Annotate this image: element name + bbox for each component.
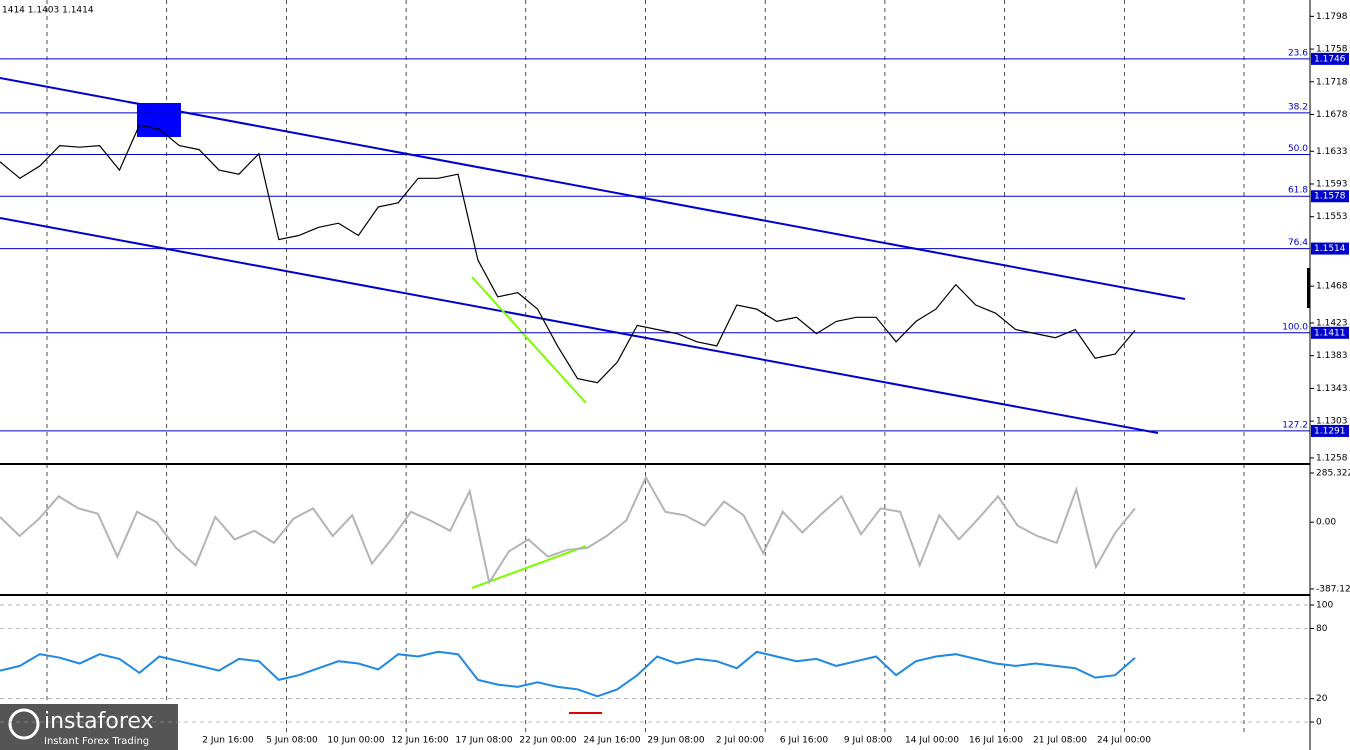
x-tick-label: 5 Jun 08:00 — [266, 736, 318, 746]
ohlc-header: 1414 1.1403 1.1414 — [2, 6, 94, 16]
y-tick-label: 0 — [1316, 718, 1322, 728]
fib-ratio: 38.2 — [1288, 102, 1308, 112]
y-tick-label: 20 — [1316, 694, 1328, 704]
x-tick-label: 24 Jun 16:00 — [583, 736, 640, 746]
x-tick-label: 14 Jul 00:00 — [905, 736, 959, 746]
x-tick-label: 2 Jul 00:00 — [716, 736, 765, 746]
y-tick-label: 100 — [1316, 601, 1333, 611]
y-tick-label: 0.00 — [1316, 518, 1336, 528]
x-tick-label: 10 Jun 00:00 — [327, 736, 384, 746]
price-box — [1311, 424, 1349, 437]
price-box-label: 1.1746 — [1314, 54, 1346, 64]
panel-separator — [0, 463, 1310, 465]
x-tick-label: 16 Jul 16:00 — [969, 736, 1023, 746]
panel-separator — [0, 594, 1310, 596]
x-tick-label: 21 Jul 08:00 — [1033, 736, 1087, 746]
x-tick-label: 24 Jul 00:00 — [1097, 736, 1151, 746]
y-tick-label: 1.1593 — [1316, 179, 1348, 189]
fib-ratio: 127.2 — [1282, 420, 1308, 430]
x-tick-label: 12 Jun 16:00 — [391, 736, 448, 746]
logo-name: instaforex — [44, 709, 154, 734]
price-box — [1311, 190, 1349, 203]
y-tick-label: 1.1383 — [1316, 351, 1348, 361]
divergence-line — [471, 276, 587, 404]
logo: instaforex Instant Forex Trading — [0, 704, 178, 750]
price-box-label: 1.1514 — [1314, 244, 1346, 254]
price-box-label: 1.1578 — [1314, 192, 1346, 202]
series-line — [0, 650, 1136, 698]
y-tick-label: 1.1343 — [1316, 384, 1348, 394]
y-tick-label: 80 — [1316, 624, 1328, 634]
y-tick-label: 1.1718 — [1316, 77, 1348, 87]
x-tick-label: 2 Jun 16:00 — [202, 736, 254, 746]
channel-lower — [0, 217, 1159, 434]
price-box — [1311, 242, 1349, 255]
x-tick-label: 9 Jul 08:00 — [844, 736, 893, 746]
series-line — [0, 124, 1136, 384]
x-tick-label: 22 Jun 00:00 — [519, 736, 576, 746]
channel-upper — [0, 77, 1186, 300]
fib-ratio: 100.0 — [1282, 322, 1308, 332]
fib-ratio: 76.4 — [1288, 238, 1308, 248]
fib-ratio: 23.6 — [1288, 48, 1308, 58]
price-box-label: 1.1411 — [1314, 328, 1346, 338]
y-tick-label: 1.1303 — [1316, 417, 1348, 427]
highlight-box — [137, 103, 181, 137]
x-tick-label: 17 Jun 08:00 — [455, 736, 512, 746]
series-line — [0, 475, 1136, 586]
y-tick-label: 1.1798 — [1316, 12, 1348, 22]
y-tick-label: 1.1758 — [1316, 45, 1348, 55]
y-tick-label: 1.1678 — [1316, 110, 1348, 120]
logo-tagline: Instant Forex Trading — [44, 736, 149, 747]
price-box — [1311, 326, 1349, 339]
fib-ratio: 61.8 — [1288, 186, 1308, 196]
y-tick-label: 1.1423 — [1316, 318, 1348, 328]
x-tick-label: 6 Jul 16:00 — [780, 736, 829, 746]
fib-ratio: 50.0 — [1288, 144, 1308, 154]
y-tick-label: 1.1553 — [1316, 212, 1348, 222]
y-tick-label: 285.322 — [1316, 469, 1350, 479]
time-grid — [46, 0, 1245, 732]
y-tick-label: 1.1633 — [1316, 147, 1348, 157]
price-box — [1311, 52, 1349, 65]
price-box-label: 1.1291 — [1314, 426, 1346, 436]
x-tick-label: 29 Jun 08:00 — [647, 736, 704, 746]
y-tick-label: 1.1258 — [1316, 453, 1348, 463]
price-marker — [1307, 268, 1310, 308]
logo-icon — [8, 708, 40, 740]
y-tick-label: -387.1290 — [1316, 584, 1350, 594]
y-tick-label: 1.1468 — [1316, 282, 1348, 292]
